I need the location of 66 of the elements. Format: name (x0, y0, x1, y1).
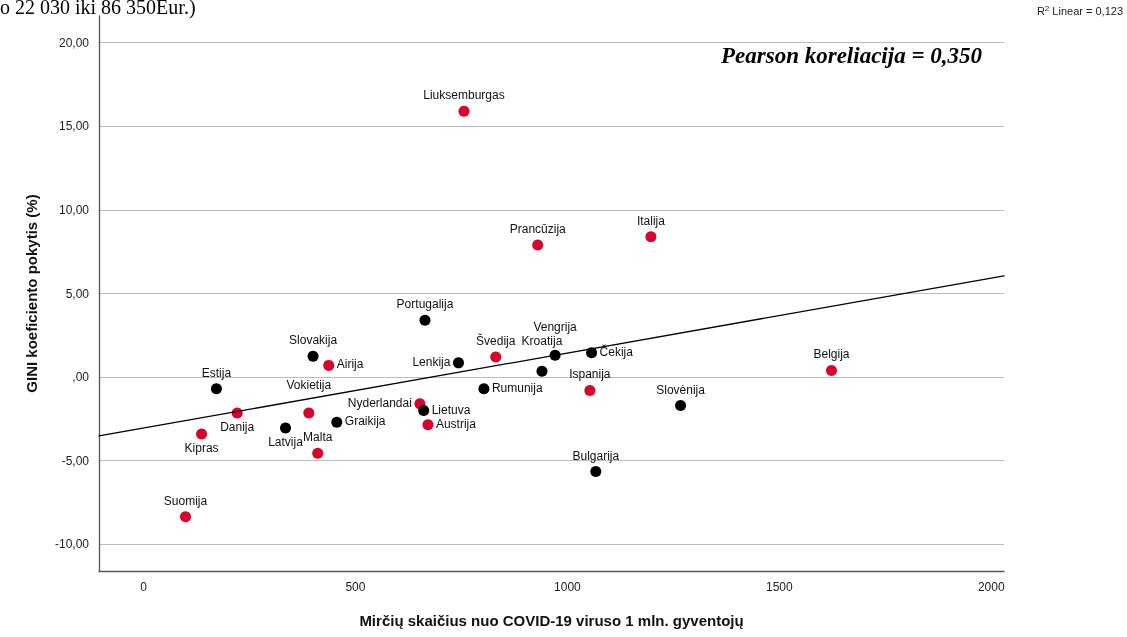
annotation: Prancūzija (509, 222, 567, 237)
point (331, 416, 343, 428)
annotation: Lenkija (412, 354, 451, 369)
point (825, 364, 837, 376)
annotation: Lietuva (431, 402, 471, 417)
point (452, 357, 464, 369)
annotation: o 22 030 iki 86 350Eur.) (0, 0, 196, 19)
point (303, 407, 315, 419)
x-tick-label: 500 (345, 580, 366, 594)
annotation: Nyderlandai (347, 395, 412, 410)
annotation: Bulgarija (572, 448, 620, 463)
annotation: Kroatija (521, 334, 563, 349)
y-tick-label: 15,00 (58, 119, 90, 134)
annotation: Malta (303, 430, 333, 445)
x-axis-title: Mirčių skaičius nuo COVID-19 viruso 1 mln. gyventojų (359, 612, 744, 629)
point (280, 422, 292, 434)
y-axis-title: GINI koeficiento pokytis (%) (23, 194, 40, 393)
annotation: Čekija (599, 343, 634, 359)
annotation: Ispanija (569, 367, 611, 382)
point (210, 383, 222, 395)
point (536, 365, 548, 377)
y-tick-label: -10,00 (54, 537, 90, 552)
annotation: Graikija (344, 414, 386, 429)
annotation: Liuksemburgas (423, 88, 505, 103)
point (490, 351, 502, 363)
point (419, 314, 431, 326)
point (478, 383, 490, 395)
annotation: Švedija (476, 333, 516, 349)
annotation: Vokietija (286, 378, 332, 393)
annotation: Slovėnija (656, 382, 706, 397)
point (312, 447, 324, 459)
annotation: Pearson koreliacija = 0,350 (720, 43, 983, 68)
point (307, 350, 319, 362)
point (179, 511, 191, 523)
annotation: Slovakija (289, 333, 338, 348)
point (196, 428, 208, 440)
y-tick-label: ,00 (72, 370, 90, 385)
x-tick-label: 0 (140, 580, 148, 594)
annotation: Kipras (184, 440, 219, 455)
annotation: Italija (636, 213, 666, 228)
x-tick-label: 1500 (765, 580, 794, 594)
point (458, 105, 470, 117)
annotation: Portugalija (396, 297, 454, 312)
annotation: Belgija (813, 347, 850, 362)
point (590, 466, 602, 478)
point (584, 384, 596, 396)
point (422, 419, 434, 431)
point (418, 405, 430, 417)
annotation: Danija (220, 420, 255, 435)
point (645, 231, 657, 243)
x-tick-label: 1000 (554, 580, 582, 594)
point (675, 400, 687, 411)
y-tick-label: -5,00 (61, 453, 90, 468)
annotation: Vengrija (533, 320, 578, 335)
point (323, 359, 335, 371)
point (532, 239, 544, 251)
annotation: Rumunija (491, 380, 543, 395)
y-tick-label: 10,00 (58, 202, 90, 217)
annotation: Airija (336, 357, 364, 372)
annotation: Suomija (163, 493, 208, 508)
annotation: Latvija (268, 435, 304, 450)
y-tick-label: 20,00 (58, 35, 90, 50)
annotation: Estija (201, 365, 232, 380)
y-tick-label: 5,00 (65, 286, 90, 301)
annotation: Austrija (435, 416, 477, 431)
x-tick-label: 2000 (977, 580, 1005, 594)
